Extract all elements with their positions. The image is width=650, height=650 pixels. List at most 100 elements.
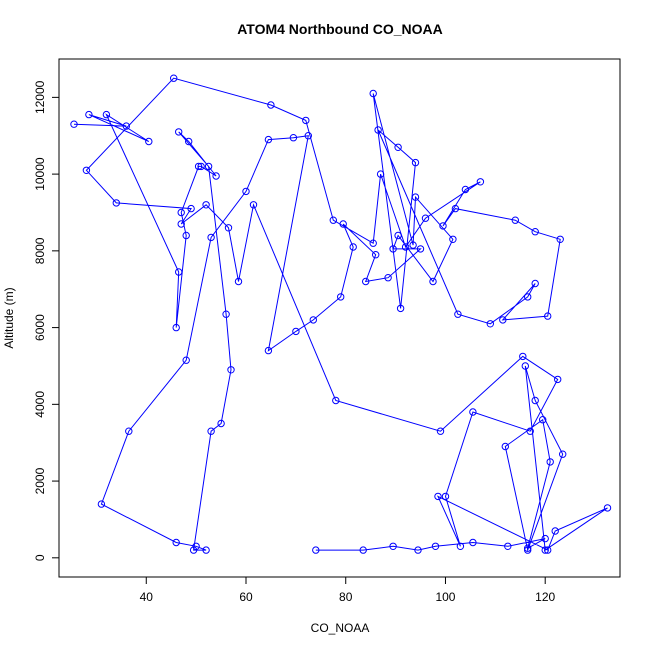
x-tick-label: 80 — [339, 590, 353, 604]
data-point — [469, 408, 477, 416]
data-point — [499, 316, 507, 324]
data-point — [339, 220, 347, 228]
data-point — [531, 279, 539, 288]
data-point — [362, 277, 370, 286]
data-point — [603, 504, 612, 512]
data-point — [401, 243, 410, 251]
data-point — [544, 312, 552, 320]
y-tick-label: 8000 — [33, 237, 47, 264]
x-tick-label: 120 — [535, 590, 555, 604]
data-point — [439, 222, 447, 230]
data-point — [369, 239, 377, 247]
data-point — [556, 235, 564, 244]
data-point — [177, 208, 185, 217]
data-point — [541, 546, 549, 554]
data-point — [531, 228, 539, 236]
data-point — [524, 544, 532, 552]
data-point — [451, 204, 460, 213]
data-point — [372, 251, 380, 259]
data-point — [337, 293, 345, 301]
y-tick-label: 0 — [33, 554, 47, 561]
data-point — [224, 224, 233, 232]
data-point — [436, 427, 445, 435]
data-point — [531, 396, 539, 405]
data-point — [461, 185, 470, 194]
data-point — [414, 546, 422, 554]
data-point — [431, 542, 440, 550]
data-point — [202, 546, 210, 554]
data-point — [526, 427, 534, 435]
data-point — [429, 277, 437, 286]
x-axis: 40 60 80 100 120 — [140, 576, 556, 604]
data-point — [421, 214, 430, 222]
data-point — [384, 274, 392, 282]
data-point — [170, 74, 178, 82]
data-point — [172, 323, 180, 332]
data-point — [192, 542, 200, 550]
data-point — [70, 120, 78, 128]
data-point — [554, 375, 562, 384]
data-point — [511, 216, 519, 224]
y-tick-label: 10000 — [33, 157, 47, 191]
data-point — [82, 166, 91, 175]
data-point — [204, 162, 213, 171]
data-point — [289, 134, 298, 142]
data-point — [389, 542, 397, 550]
data-point — [187, 204, 195, 213]
data-point — [434, 492, 442, 501]
data-point — [541, 534, 549, 543]
data-point — [519, 352, 527, 361]
data-point — [125, 427, 133, 435]
data-point — [524, 293, 532, 301]
data-point — [217, 419, 225, 428]
data-point — [85, 110, 93, 119]
data-point — [242, 187, 250, 196]
data-point — [416, 245, 425, 253]
data-point — [227, 366, 235, 374]
data-point — [207, 427, 215, 435]
data-point — [544, 546, 552, 554]
data-point — [411, 158, 420, 167]
data-point — [551, 527, 559, 535]
data-point — [189, 546, 198, 554]
data-point — [249, 201, 258, 209]
data-point — [175, 268, 183, 276]
data-point — [374, 126, 382, 134]
data-point — [389, 245, 397, 253]
data-point — [524, 546, 532, 554]
data-point — [145, 137, 153, 146]
series-layer — [70, 74, 612, 554]
y-axis-label: Altitude (m) — [2, 287, 16, 348]
data-point — [546, 458, 554, 466]
data-point — [394, 231, 402, 240]
data-point — [312, 546, 320, 554]
y-tick-label: 6000 — [33, 314, 47, 341]
data-point — [454, 310, 462, 318]
data-point — [329, 216, 337, 224]
data-point — [222, 310, 230, 318]
data-point — [264, 135, 273, 144]
data-point — [302, 116, 310, 125]
chart-title: ATOM4 Northbound CO_NOAA — [237, 21, 443, 37]
data-point — [202, 201, 210, 209]
data-point — [122, 122, 131, 130]
data-point — [197, 162, 205, 171]
data-point — [97, 500, 106, 508]
data-point — [172, 538, 180, 547]
data-point — [292, 327, 300, 336]
data-point — [194, 162, 203, 171]
data-point — [177, 220, 185, 228]
data-point — [411, 193, 420, 201]
data-point — [369, 89, 377, 98]
data-point — [309, 316, 317, 324]
data-point — [409, 241, 417, 249]
x-tick-label: 60 — [239, 590, 253, 604]
data-point — [112, 199, 121, 207]
data-point — [267, 101, 275, 109]
data-point — [394, 143, 402, 152]
data-point — [359, 546, 367, 554]
data-point — [182, 356, 190, 364]
data-point — [182, 231, 190, 240]
y-axis: 0 2000 4000 6000 8000 10000 12000 — [33, 80, 60, 561]
data-point — [559, 450, 567, 458]
